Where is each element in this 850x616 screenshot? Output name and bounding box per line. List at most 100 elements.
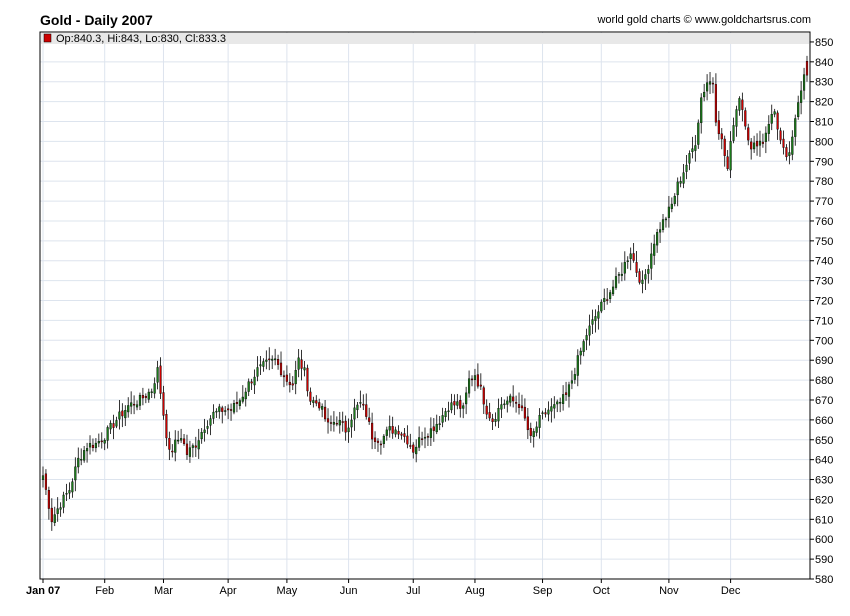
candle-body <box>488 412 491 419</box>
x-tick-label: Aug <box>465 585 485 597</box>
candle-body <box>138 394 142 406</box>
candle-body <box>658 229 662 233</box>
candle-body <box>641 279 644 284</box>
candle-body <box>112 423 115 428</box>
candle-body <box>767 123 770 134</box>
candle-body <box>218 406 221 412</box>
candle-body <box>80 459 83 461</box>
candle-body <box>606 299 609 301</box>
candle-body <box>559 401 562 404</box>
candle-body <box>180 438 183 441</box>
candle-body <box>526 416 529 431</box>
candle-body <box>585 335 588 341</box>
x-axis: Jan 07 Feb Mar Apr May Jun Jul Aug Sep Oct Nov Dec <box>26 579 741 597</box>
y-tick-label: 590 <box>815 554 833 566</box>
candle-body <box>459 400 462 409</box>
candle-body <box>726 156 729 169</box>
candle-body <box>744 110 747 127</box>
candle-body <box>194 445 197 448</box>
candle-body <box>535 426 538 433</box>
candle-body <box>232 403 236 413</box>
candle-body <box>667 206 670 218</box>
candle-body <box>238 400 241 406</box>
candle-body <box>88 443 92 448</box>
candle-body <box>797 102 800 118</box>
candle-body <box>253 376 256 386</box>
candle-body <box>576 355 579 376</box>
x-tick-label: Mar <box>154 585 173 597</box>
candle-body <box>282 375 286 378</box>
y-tick-label: 700 <box>815 335 833 347</box>
candle-body <box>776 112 779 130</box>
candle-body <box>397 430 400 435</box>
x-tick-label: Dec <box>721 585 741 597</box>
candle-body <box>735 109 738 127</box>
candle-body <box>382 435 385 445</box>
candle-body <box>485 405 488 415</box>
candle-body <box>106 427 109 441</box>
y-tick-label: 760 <box>815 216 833 228</box>
candle-body <box>165 414 168 439</box>
candle-body <box>91 444 95 449</box>
candle-body <box>262 361 265 367</box>
candle-body <box>517 404 521 408</box>
candle-body <box>221 407 224 412</box>
candle-body <box>723 138 726 156</box>
candle-body <box>741 99 744 110</box>
candle-body <box>609 292 612 299</box>
candle-body <box>500 404 503 410</box>
candle-body <box>785 147 788 158</box>
candle-body <box>632 253 635 261</box>
candle-body <box>344 420 347 433</box>
candle-body <box>294 370 297 385</box>
candle-body <box>467 378 471 394</box>
candle-body <box>679 181 682 184</box>
candle-body <box>347 427 350 433</box>
x-tick-label: Sep <box>533 585 553 597</box>
candle-body <box>556 401 559 405</box>
candle-body <box>691 148 694 153</box>
candle-body <box>353 407 356 420</box>
y-tick-label: 680 <box>815 375 833 387</box>
candle-body <box>664 218 668 221</box>
candle-body <box>121 410 124 417</box>
candle-body <box>717 120 720 135</box>
candle-body <box>573 374 576 380</box>
candle-body <box>168 438 171 450</box>
candle-body <box>541 412 544 414</box>
candle-body <box>359 402 362 404</box>
candle-body <box>444 411 447 418</box>
candle-body <box>479 384 482 387</box>
candle-body <box>285 374 288 382</box>
candle-body <box>133 403 136 406</box>
source-credit: world gold charts © www.goldchartsrus.co… <box>597 14 811 26</box>
candle-body <box>321 406 324 410</box>
candle-body <box>83 450 86 461</box>
y-tick-label: 810 <box>815 117 833 129</box>
candle-body <box>538 415 541 428</box>
y-tick-label: 790 <box>815 156 833 168</box>
candle-body <box>473 375 477 380</box>
candle-body <box>708 81 712 85</box>
candle-body <box>265 359 268 362</box>
candle-body <box>650 253 653 269</box>
y-tick-label: 670 <box>815 395 833 407</box>
y-tick-label: 780 <box>815 176 833 188</box>
candle-body <box>288 381 291 386</box>
candle-body <box>688 153 691 164</box>
candle-body <box>685 164 688 172</box>
candle-body <box>318 402 321 409</box>
candle-body <box>62 494 65 508</box>
candle-body <box>371 422 374 440</box>
candle-body <box>418 437 421 448</box>
y-axis: 580 590 600 610 620 630 640 650 660 670 680 690 700 7… <box>810 37 833 586</box>
candle-body <box>68 490 71 494</box>
candle-body <box>103 440 106 444</box>
candle-body <box>800 90 803 103</box>
y-tick-label: 840 <box>815 57 833 69</box>
candle-body <box>203 429 206 433</box>
candle-body <box>700 97 703 124</box>
candle-body <box>491 418 494 423</box>
candle-body <box>611 286 615 295</box>
candle-body <box>629 253 632 259</box>
